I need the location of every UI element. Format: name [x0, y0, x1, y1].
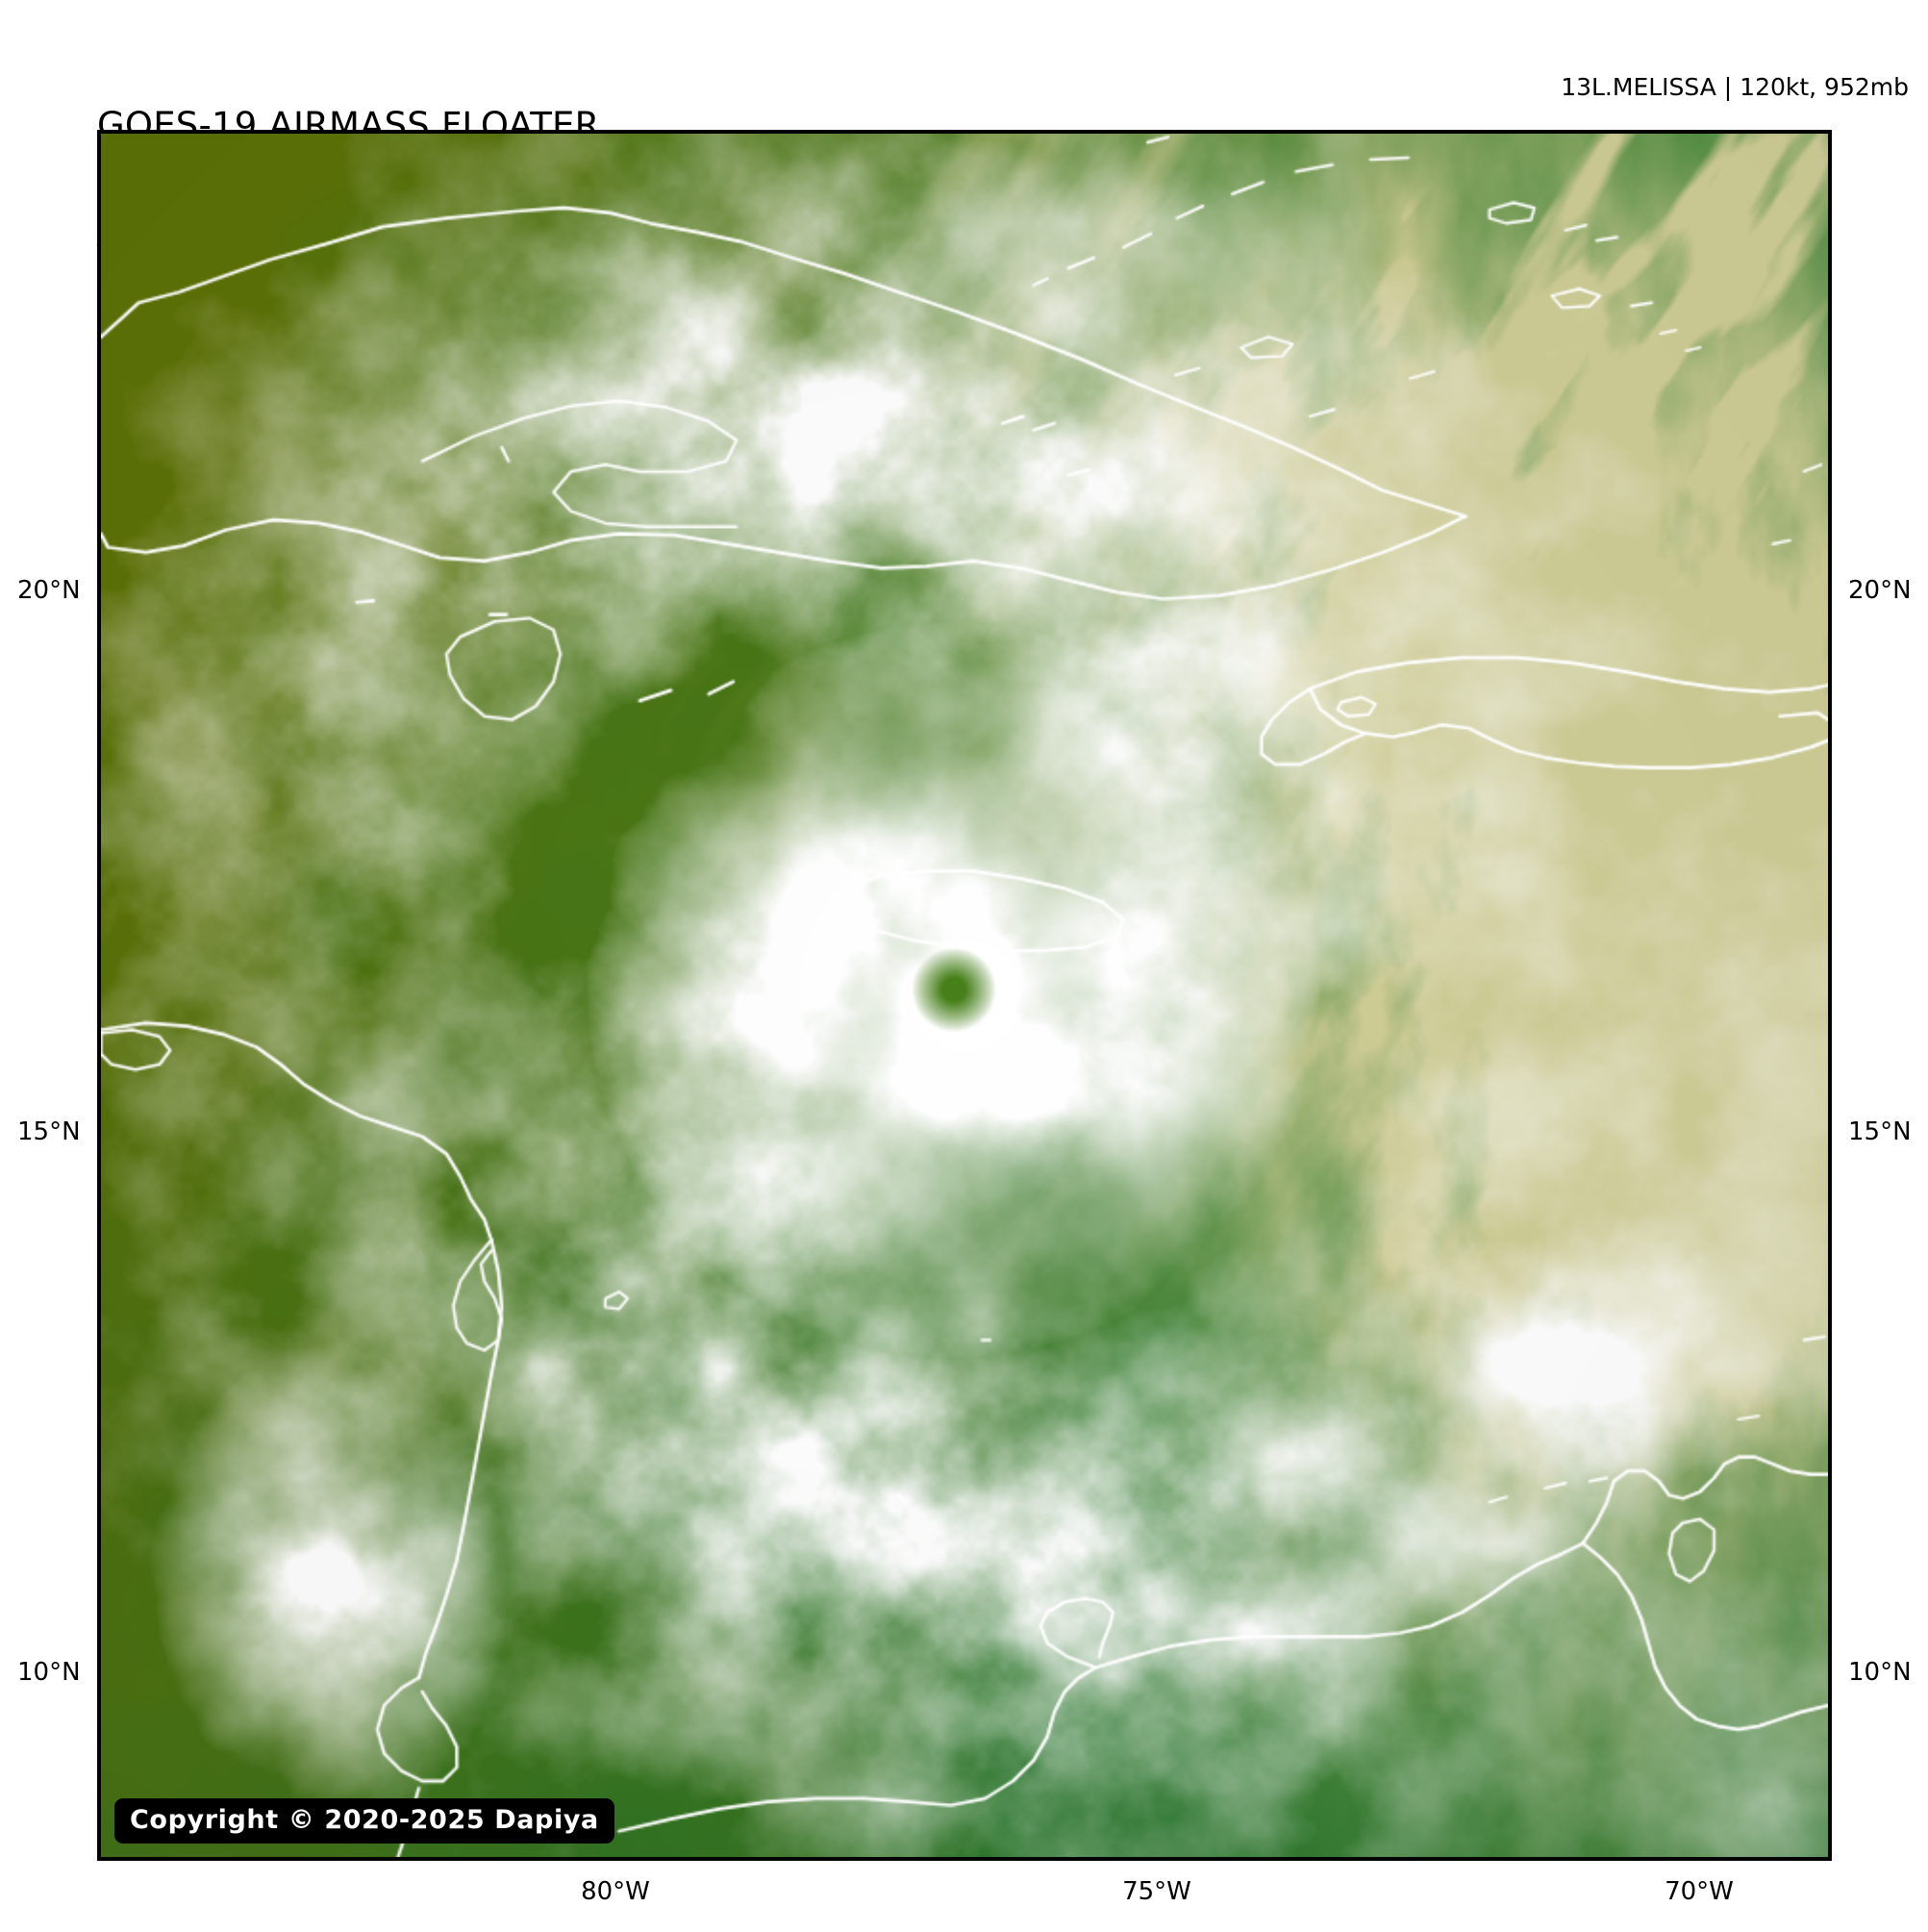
airmass-rgb-imagery [101, 134, 1828, 1857]
lat-tick-label-left-1: 15°N [17, 1117, 81, 1146]
lat-tick-label-right-2: 10°N [1848, 1658, 1912, 1687]
lat-tick-label-left-2: 10°N [17, 1658, 81, 1687]
lon-tick-label-1: 75°W [1122, 1877, 1191, 1906]
lat-tick-label-left-0: 20°N [17, 576, 81, 605]
lat-tick-label-right-0: 20°N [1848, 576, 1912, 605]
storm-info-label: 13L.MELISSA | 120kt, 952mb [1561, 73, 1909, 101]
lon-tick-label-2: 70°W [1665, 1877, 1734, 1906]
lon-tick-label-0: 80°W [581, 1877, 650, 1906]
lat-tick-label-right-1: 15°N [1848, 1117, 1912, 1146]
product-title: GOES-19 AIRMASS FLOATER [97, 104, 600, 146]
copyright-watermark: Copyright © 2020-2025 Dapiya [114, 1798, 614, 1844]
satellite-image-panel[interactable]: Copyright © 2020-2025 Dapiya [97, 130, 1832, 1861]
